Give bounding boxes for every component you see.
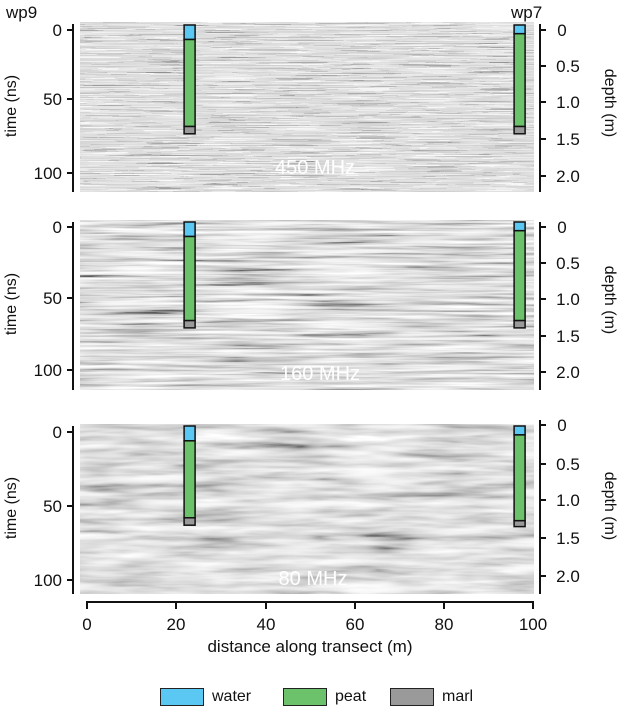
marl-swatch (390, 688, 434, 706)
depth-tick: 0 (557, 416, 566, 435)
y-label-depth: depth (m) (601, 69, 618, 137)
wp9-peat-layer (183, 440, 196, 519)
wp9-marl-layer (183, 319, 196, 329)
time-tick: 0 (53, 218, 62, 237)
depth-tick: 0 (557, 218, 566, 237)
panel-450: 0 50 100 time (ns) 0 0.5 1.0 1.5 2.0 dep… (3, 21, 618, 192)
legend-item-marl: marl (390, 688, 473, 706)
legend-label: marl (442, 688, 474, 705)
wp7-water-layer (513, 221, 526, 232)
depth-tick: 0.5 (556, 254, 580, 273)
well-label-wp7: wp7 (510, 3, 542, 22)
wp7-marl-layer (513, 319, 526, 329)
time-tick: 100 (34, 571, 62, 590)
frequency-label: 80 MHz (279, 568, 348, 590)
y-label-time: time (ns) (3, 477, 20, 539)
depth-tick: 1.0 (556, 93, 580, 112)
well-label-wp9: wp9 (5, 3, 37, 22)
depth-tick: 0 (557, 21, 566, 40)
gpr-figure: wp9 wp7 0 50 100 time (ns) 0 0.5 1.0 1.5… (3, 3, 618, 656)
panel-160: 0 50 100 time (ns) 0 0.5 1.0 1.5 2.0 dep… (3, 218, 618, 390)
y-label-time: time (ns) (3, 273, 20, 335)
depth-tick: 2.0 (556, 167, 580, 186)
depth-tick: 1.5 (556, 529, 580, 548)
peat-swatch (283, 688, 327, 706)
wp7-marl-layer (513, 519, 526, 528)
depth-tick: 1.0 (556, 491, 580, 510)
legend-label: peat (335, 688, 367, 705)
frequency-label: 160 MHz (280, 363, 360, 385)
x-tick: 60 (346, 615, 365, 634)
radargram-160 (80, 220, 534, 390)
wp7-water-layer (513, 425, 526, 436)
wp7-peat-layer (513, 229, 526, 322)
wp9-marl-layer (183, 125, 196, 135)
wp9-water-layer (183, 425, 196, 442)
wp9-water-layer (183, 221, 196, 238)
time-tick: 50 (43, 289, 62, 308)
wp9-water-layer (183, 24, 196, 41)
legend-label: water (212, 688, 252, 705)
y-label-depth: depth (m) (601, 472, 618, 540)
water-swatch (160, 688, 204, 706)
frequency-label: 450 MHz (275, 157, 355, 179)
depth-tick: 1.5 (556, 327, 580, 346)
radargram-450 (80, 22, 534, 192)
x-tick: 20 (167, 615, 186, 634)
radargram-80 (80, 424, 534, 594)
depth-tick: 2.0 (556, 363, 580, 382)
time-tick: 100 (34, 361, 62, 380)
wp9-peat-layer (183, 38, 196, 128)
x-tick: 0 (82, 615, 91, 634)
wp7-marl-layer (513, 125, 526, 135)
panel-80: 0 50 100 time (ns) 0 0.5 1.0 1.5 2.0 dep… (3, 416, 618, 594)
time-tick: 0 (53, 423, 62, 442)
y-label-time: time (ns) (3, 75, 20, 137)
depth-tick: 2.0 (556, 567, 580, 586)
x-axis: 0 20 40 60 80 100 distance along transec… (82, 601, 547, 656)
legend-item-water: water (160, 688, 251, 706)
x-tick: 40 (257, 615, 276, 634)
time-tick: 50 (43, 90, 62, 109)
time-tick: 100 (34, 164, 62, 183)
depth-tick: 0.5 (556, 57, 580, 76)
x-tick: 80 (435, 615, 454, 634)
time-tick: 0 (53, 21, 62, 40)
core-columns (183, 24, 526, 528)
wp7-peat-layer (513, 434, 526, 522)
depth-tick: 0.5 (556, 455, 580, 474)
wp9-marl-layer (183, 517, 196, 526)
time-tick: 50 (43, 497, 62, 516)
legend: water peat marl (0, 688, 624, 712)
depth-tick: 1.5 (556, 130, 580, 149)
wp7-water-layer (513, 24, 526, 35)
x-axis-label: distance along transect (m) (207, 637, 412, 656)
wp9-peat-layer (183, 235, 196, 322)
legend-item-peat: peat (283, 688, 366, 706)
depth-tick: 1.0 (556, 290, 580, 309)
y-label-depth: depth (m) (601, 266, 618, 334)
x-tick: 100 (519, 615, 547, 634)
wp7-peat-layer (513, 32, 526, 128)
